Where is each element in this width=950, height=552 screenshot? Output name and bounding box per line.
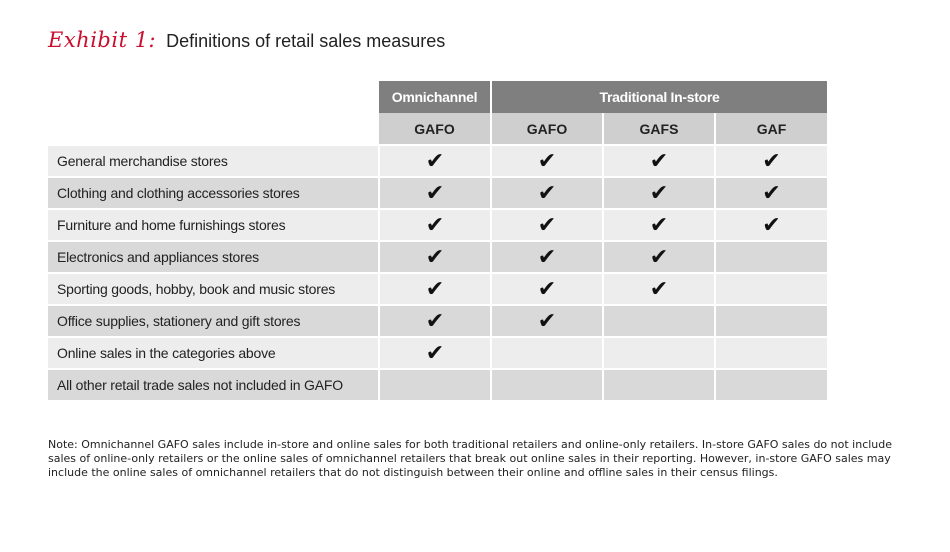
check-cell: ✔ <box>378 144 491 177</box>
checkmark-icon: ✔ <box>649 148 669 173</box>
retail-measures-table: Omnichannel Traditional In-store GAFO GA… <box>48 81 827 400</box>
check-cell: ✔ <box>378 272 491 305</box>
checkmark-icon: ✔ <box>425 180 445 205</box>
table-row: Office supplies, stationery and gift sto… <box>48 304 827 337</box>
column-header: GAFO <box>379 113 491 145</box>
check-cell <box>378 368 491 400</box>
checkmark-icon: ✔ <box>649 212 669 237</box>
table-row: Clothing and clothing accessories stores… <box>48 176 827 209</box>
table-body: General merchandise stores ✔ ✔ ✔ ✔ Clothing a… <box>48 144 827 400</box>
check-cell <box>714 304 827 337</box>
group-header-traditional: Traditional In-store <box>490 81 827 113</box>
checkmark-icon: ✔ <box>537 244 557 269</box>
table-row: Furniture and home furnishings stores ✔ ✔ ✔… <box>48 208 827 241</box>
check-cell: ✔ <box>602 176 715 209</box>
check-cell: ✔ <box>490 304 603 337</box>
check-cell: ✔ <box>490 240 603 273</box>
row-label: Online sales in the categories above <box>48 336 379 369</box>
check-cell: ✔ <box>602 272 715 305</box>
table-row: Online sales in the categories above ✔ <box>48 336 827 369</box>
checkmark-icon: ✔ <box>537 148 557 173</box>
check-cell: ✔ <box>378 336 491 369</box>
table-row: Sporting goods, hobby, book and music st… <box>48 272 827 305</box>
check-cell: ✔ <box>490 208 603 241</box>
check-cell <box>602 336 715 369</box>
checkmark-icon: ✔ <box>425 148 445 173</box>
check-cell: ✔ <box>378 176 491 209</box>
checkmark-icon: ✔ <box>762 212 781 237</box>
row-label: Sporting goods, hobby, book and music st… <box>48 272 379 305</box>
checkmark-icon: ✔ <box>425 276 445 301</box>
checkmark-icon: ✔ <box>425 308 445 333</box>
check-cell: ✔ <box>714 208 827 241</box>
row-label: Office supplies, stationery and gift sto… <box>48 304 379 337</box>
checkmark-icon: ✔ <box>537 212 557 237</box>
header-blank-2 <box>48 113 379 145</box>
check-cell <box>602 304 715 337</box>
check-cell <box>714 272 827 305</box>
check-cell: ✔ <box>714 176 827 209</box>
column-header: GAFO <box>490 113 603 145</box>
table-row: Electronics and appliances stores ✔ ✔ ✔ <box>48 240 827 273</box>
check-cell <box>490 368 603 400</box>
check-cell: ✔ <box>378 240 491 273</box>
checkmark-icon: ✔ <box>537 276 557 301</box>
column-header: GAFS <box>602 113 715 145</box>
footnote: Note: Omnichannel GAFO sales include in-… <box>48 438 893 479</box>
checkmark-icon: ✔ <box>649 244 669 269</box>
check-cell <box>714 368 827 400</box>
check-cell: ✔ <box>378 304 491 337</box>
table-row: All other retail trade sales not include… <box>48 368 827 400</box>
group-header-omnichannel: Omnichannel <box>379 81 491 113</box>
check-cell: ✔ <box>490 176 603 209</box>
exhibit-label: Exhibit 1: <box>48 28 157 52</box>
check-cell <box>714 240 827 273</box>
table-row: General merchandise stores ✔ ✔ ✔ ✔ <box>48 144 827 177</box>
check-cell: ✔ <box>602 240 715 273</box>
check-cell: ✔ <box>602 208 715 241</box>
checkmark-icon: ✔ <box>425 244 445 269</box>
row-label: General merchandise stores <box>48 144 379 177</box>
row-label: All other retail trade sales not include… <box>48 368 379 400</box>
check-cell: ✔ <box>378 208 491 241</box>
checkmark-icon: ✔ <box>537 180 557 205</box>
check-cell <box>714 336 827 369</box>
row-label: Furniture and home furnishings stores <box>48 208 379 241</box>
row-label: Electronics and appliances stores <box>48 240 379 273</box>
check-cell: ✔ <box>602 144 715 177</box>
check-cell: ✔ <box>490 272 603 305</box>
checkmark-icon: ✔ <box>649 276 669 301</box>
check-cell: ✔ <box>490 144 603 177</box>
check-cell <box>490 336 603 369</box>
header-blank <box>48 81 379 113</box>
checkmark-icon: ✔ <box>425 340 445 365</box>
check-cell <box>602 368 715 400</box>
checkmark-icon: ✔ <box>537 308 557 333</box>
check-cell: ✔ <box>714 144 827 177</box>
checkmark-icon: ✔ <box>649 180 669 205</box>
checkmark-icon: ✔ <box>762 180 781 205</box>
checkmark-icon: ✔ <box>762 148 781 173</box>
checkmark-icon: ✔ <box>425 212 445 237</box>
row-label: Clothing and clothing accessories stores <box>48 176 379 209</box>
title-text: Definitions of retail sales measures <box>166 31 446 51</box>
exhibit-title: Exhibit 1: Definitions of retail sales m… <box>48 28 445 52</box>
column-header: GAF <box>714 113 827 145</box>
